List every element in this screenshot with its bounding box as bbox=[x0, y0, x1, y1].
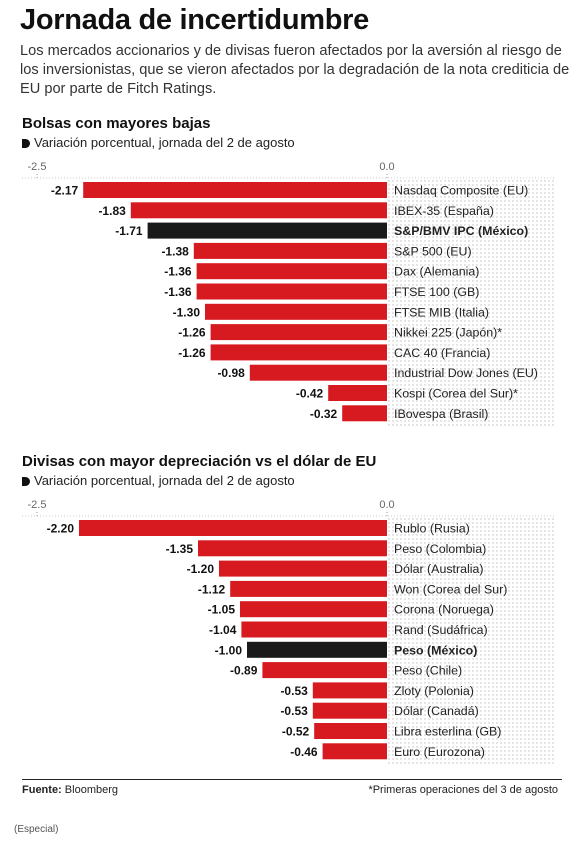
category-label: Corona (Noruega) bbox=[394, 603, 494, 617]
value-label: -1.36 bbox=[164, 265, 192, 279]
category-label: Nikkei 225 (Japón)* bbox=[394, 326, 502, 340]
category-label: Dax (Alemania) bbox=[394, 265, 479, 279]
category-label: Libra esterlina (GB) bbox=[394, 725, 501, 739]
dotted-background bbox=[387, 178, 555, 428]
bar bbox=[312, 682, 387, 699]
value-label: -1.12 bbox=[198, 582, 226, 596]
value-label: -1.26 bbox=[178, 346, 206, 360]
category-label: Peso (México) bbox=[394, 643, 477, 657]
bar bbox=[328, 385, 387, 401]
bar bbox=[247, 641, 387, 658]
category-label: FTSE MIB (Italia) bbox=[394, 305, 489, 319]
bar bbox=[79, 520, 387, 536]
chart1-subtitle-text: Variación porcentual, jornada del 2 de a… bbox=[34, 135, 295, 150]
category-label: Peso (Chile) bbox=[394, 664, 462, 678]
category-label: Zloty (Polonia) bbox=[394, 684, 474, 698]
bar bbox=[322, 743, 387, 760]
value-label: -0.98 bbox=[217, 366, 245, 380]
value-label: -1.71 bbox=[115, 224, 143, 238]
bar bbox=[83, 182, 387, 198]
category-label: Dólar (Canadá) bbox=[394, 704, 479, 718]
category-label: S&P 500 (EU) bbox=[394, 244, 472, 258]
dotted-background bbox=[387, 516, 555, 766]
source-label: Fuente: bbox=[22, 784, 62, 796]
bar bbox=[196, 263, 387, 280]
value-label: -0.53 bbox=[280, 704, 308, 718]
value-label: -1.00 bbox=[215, 643, 243, 657]
bar bbox=[342, 405, 387, 422]
value-label: -1.36 bbox=[164, 285, 192, 299]
value-label: -1.04 bbox=[209, 623, 237, 637]
value-label: -0.89 bbox=[230, 664, 258, 678]
category-label: Rublo (Rusia) bbox=[394, 522, 470, 536]
bar bbox=[240, 601, 387, 618]
category-label: Euro (Eurozona) bbox=[394, 745, 485, 759]
bar bbox=[219, 560, 387, 577]
value-label: -1.38 bbox=[161, 244, 189, 258]
bar bbox=[314, 723, 387, 739]
category-label: Industrial Dow Jones (EU) bbox=[394, 366, 538, 380]
value-label: -0.42 bbox=[296, 387, 324, 401]
tick-label: 0.0 bbox=[379, 161, 394, 173]
bullet-marker-icon bbox=[22, 477, 30, 486]
bar bbox=[210, 344, 387, 361]
value-label: -0.32 bbox=[310, 407, 338, 421]
category-label: Peso (Colombia) bbox=[394, 542, 486, 556]
bar bbox=[147, 222, 387, 239]
bar bbox=[241, 621, 387, 638]
bar bbox=[249, 364, 387, 381]
category-label: Nasdaq Composite (EU) bbox=[394, 184, 528, 198]
category-label: CAC 40 (Francia) bbox=[394, 346, 490, 360]
category-label: Won (Corea del Sur) bbox=[394, 582, 507, 596]
value-label: -0.52 bbox=[282, 725, 310, 739]
value-label: -1.35 bbox=[166, 542, 194, 556]
category-label: S&P/BMV IPC (México) bbox=[394, 224, 528, 238]
value-label: -1.30 bbox=[173, 305, 201, 319]
value-label: -1.20 bbox=[187, 562, 215, 576]
category-label: IBEX-35 (España) bbox=[394, 204, 494, 218]
chart1-title: Bolsas con mayores bajas bbox=[22, 115, 211, 132]
chart2-subtitle: Variación porcentual, jornada del 2 de a… bbox=[22, 473, 295, 488]
category-label: IBovespa (Brasil) bbox=[394, 407, 488, 421]
page-title: Jornada de incertidumbre bbox=[20, 4, 369, 36]
tick-label: -2.5 bbox=[28, 161, 47, 173]
bar bbox=[210, 324, 387, 341]
value-label: -2.20 bbox=[47, 522, 75, 536]
source-value: Bloomberg bbox=[64, 784, 118, 796]
chart2-title: Divisas con mayor depreciación vs el dól… bbox=[22, 453, 377, 470]
source-note: Fuente: Bloomberg bbox=[22, 784, 118, 796]
value-label: -1.26 bbox=[178, 326, 206, 340]
currencies-bar-chart: -2.5 0.0 -2.20 Rublo (Rusia) -1.35 Peso (Colo… bbox=[22, 499, 555, 766]
image-credit: (Especial) bbox=[14, 824, 59, 835]
category-label: Kospi (Corea del Sur)* bbox=[394, 387, 518, 401]
bullet-marker-icon bbox=[22, 139, 30, 148]
bar bbox=[198, 540, 387, 557]
category-label: Dólar (Australia) bbox=[394, 562, 484, 576]
bar bbox=[205, 303, 387, 320]
bar bbox=[312, 702, 387, 719]
value-label: -0.53 bbox=[280, 684, 308, 698]
value-label: -1.05 bbox=[208, 603, 236, 617]
category-label: Rand (Sudáfrica) bbox=[394, 623, 488, 637]
bar bbox=[262, 662, 387, 679]
bar bbox=[230, 580, 387, 597]
bar bbox=[130, 202, 388, 219]
chart1-subtitle: Variación porcentual, jornada del 2 de a… bbox=[22, 135, 295, 150]
category-label: FTSE 100 (GB) bbox=[394, 285, 479, 299]
tick-label: 0.0 bbox=[379, 499, 394, 511]
footnote: *Primeras operaciones del 3 de agosto bbox=[368, 784, 558, 796]
tick-label: -2.5 bbox=[28, 499, 47, 511]
footer-divider bbox=[22, 779, 562, 780]
bar bbox=[196, 283, 387, 300]
page-subtitle: Los mercados accionarios y de divisas fu… bbox=[20, 43, 570, 97]
chart2-subtitle-text: Variación porcentual, jornada del 2 de a… bbox=[34, 473, 295, 488]
value-label: -1.83 bbox=[98, 204, 126, 218]
value-label: -2.17 bbox=[51, 184, 79, 198]
bar bbox=[193, 242, 387, 259]
stock-indices-bar-chart: -2.5 0.0 -2.17 Nasdaq Composite (EU) -1.83 IB… bbox=[22, 161, 555, 428]
value-label: -0.46 bbox=[290, 745, 318, 759]
